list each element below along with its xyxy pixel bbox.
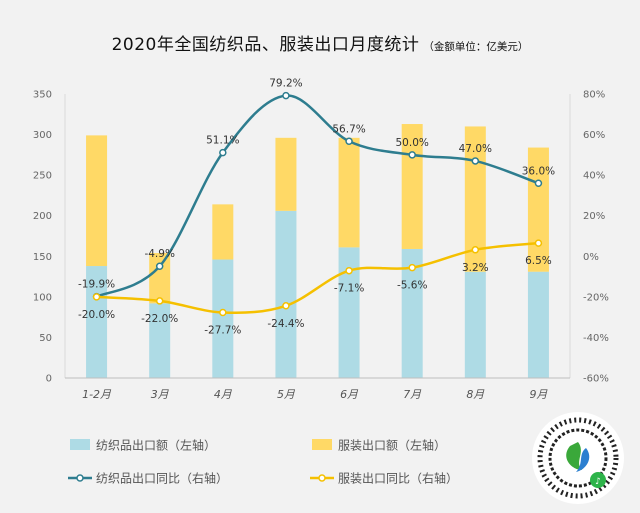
legend-marker [318, 474, 326, 482]
right-tick-label: -60% [583, 374, 609, 385]
legend-label: 服装出口额（左轴） [338, 438, 446, 453]
x-tick-label: 4月 [214, 388, 233, 401]
qr-code-icon: ♪ [532, 412, 624, 504]
legend-label: 纺织品出口额（左轴） [96, 438, 216, 453]
label-textile-yoy: 36.0% [522, 165, 555, 177]
legend-swatch [70, 439, 90, 450]
label-apparel-yoy: -24.4% [267, 318, 304, 330]
right-tick-label: -40% [583, 333, 609, 344]
left-axis: 0 50 100 150 200 250 300 350 [33, 90, 66, 385]
point-apparel-yoy [471, 246, 480, 254]
chart-subtitle: （金额单位：亿美元） [423, 41, 529, 53]
point-apparel-yoy [408, 263, 416, 272]
bar-apparel [275, 137, 297, 211]
label-textile-yoy: 79.2% [269, 78, 302, 90]
point-apparel-yoy [345, 266, 353, 275]
legend-label: 服装出口同比（右轴） [338, 471, 458, 486]
bar-textile [401, 248, 423, 378]
bar-apparel [149, 253, 171, 304]
x-tick-label: 9月 [529, 388, 548, 401]
right-tick-label: 20% [583, 211, 605, 222]
point-apparel-yoy [219, 308, 227, 317]
left-tick-label: 300 [33, 130, 52, 141]
left-tick-label: 100 [33, 292, 52, 303]
left-tick-label: 350 [33, 90, 52, 101]
legend-swatch [312, 439, 332, 450]
point-textile-yoy [155, 262, 164, 270]
bar-apparel [527, 147, 549, 272]
x-tick-label: 5月 [277, 388, 296, 401]
label-textile-yoy: 56.7% [332, 123, 365, 135]
bar-textile [149, 303, 171, 378]
label-textile-yoy: 51.1% [206, 135, 239, 147]
label-textile-yoy: 50.0% [396, 137, 429, 149]
x-tick-label: 7月 [403, 388, 422, 401]
label-apparel-yoy: -27.7% [204, 324, 241, 336]
label-apparel-yoy: -5.6% [397, 280, 427, 292]
label-apparel-yoy: -20.0% [78, 309, 115, 321]
bar-textile [275, 210, 297, 378]
point-apparel-yoy [282, 302, 290, 310]
bar-textile [464, 271, 486, 378]
line-textile-yoy [96, 94, 539, 298]
bar-textile [212, 259, 234, 378]
right-tick-label: -20% [583, 292, 609, 303]
bar-apparel [212, 204, 234, 260]
left-tick-label: 150 [33, 252, 52, 263]
data-labels: -19.9% -4.9% 51.1% 79.2% 56.7% 50.0% 47.0% 36.0… [78, 78, 555, 337]
point-apparel-yoy [92, 293, 101, 301]
bar-apparel [338, 137, 360, 248]
x-tick-label: 6月 [340, 388, 359, 401]
left-tick-label: 50 [39, 333, 52, 344]
point-textile-yoy [345, 137, 353, 146]
line-apparel-yoy [96, 241, 539, 315]
left-tick-label: 200 [33, 211, 52, 222]
x-tick-label: 8月 [466, 388, 485, 401]
point-apparel-yoy [155, 297, 164, 305]
label-apparel-yoy: -7.1% [334, 283, 364, 295]
legend-label: 纺织品出口同比（右轴） [96, 471, 228, 486]
x-axis: 1-2月 3月 4月 5月 6月 7月 8月 9月 [65, 377, 570, 401]
right-tick-label: 80% [583, 90, 605, 101]
right-tick-label: 60% [583, 130, 605, 141]
right-axis: -60% -40% -20% 0% 20% 40% 60% 80% [569, 90, 609, 385]
label-apparel-yoy: 6.5% [525, 255, 552, 267]
svg-text:♪: ♪ [595, 477, 601, 487]
label-textile-yoy: 47.0% [459, 143, 492, 155]
legend: 纺织品出口额（左轴） 服装出口额（左轴） 纺织品出口同比（右轴） 服装出口同比（右轴） [68, 438, 458, 486]
legend-marker [76, 474, 84, 482]
point-textile-yoy [219, 148, 227, 157]
x-tick-label: 3月 [151, 388, 170, 401]
right-tick-label: 0% [583, 252, 599, 263]
chart-title: 2020年全国纺织品、服装出口月度统计 [111, 35, 420, 55]
lines [92, 91, 543, 317]
title-row: 2020年全国纺织品、服装出口月度统计 （金额单位：亿美元） [0, 30, 640, 55]
point-textile-yoy [471, 157, 480, 165]
label-textile-yoy: -19.9% [78, 279, 115, 291]
label-apparel-yoy: 3.2% [462, 262, 489, 274]
bar-textile [338, 247, 360, 378]
bar-apparel [86, 135, 108, 267]
left-tick-label: 250 [33, 171, 52, 182]
point-textile-yoy [282, 91, 290, 100]
point-textile-yoy [408, 151, 416, 159]
right-tick-label: 40% [583, 171, 605, 182]
x-tick-label: 1-2月 [82, 388, 112, 401]
left-tick-label: 0 [46, 374, 52, 385]
bar-textile [527, 271, 549, 378]
point-textile-yoy [534, 179, 543, 188]
point-apparel-yoy [534, 239, 543, 247]
label-textile-yoy: -4.9% [144, 248, 174, 260]
label-apparel-yoy: -22.0% [141, 313, 178, 325]
